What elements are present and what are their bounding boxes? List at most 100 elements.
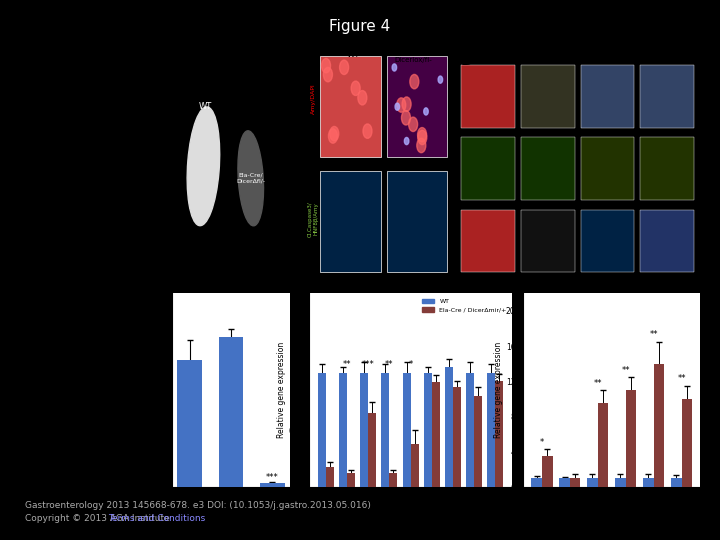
Circle shape [418, 127, 426, 142]
Bar [654, 364, 665, 487]
Legend: WT, Ela-Cre / DicerΔmir/+: WT, Ela-Cre / DicerΔmir/+ [420, 296, 509, 315]
Circle shape [402, 97, 411, 111]
Ellipse shape [187, 107, 220, 226]
Text: ***: *** [362, 360, 374, 369]
Bar [360, 373, 368, 487]
Text: Terms and Conditions: Terms and Conditions [108, 514, 205, 523]
Text: D: D [461, 53, 474, 69]
FancyBboxPatch shape [641, 65, 694, 128]
Ellipse shape [238, 131, 264, 226]
Circle shape [392, 64, 397, 71]
Bar [423, 373, 432, 487]
Text: Ela-Cre /
Dicerlozfl-: Ela-Cre / Dicerlozfl- [650, 50, 682, 60]
Circle shape [323, 68, 333, 82]
FancyBboxPatch shape [387, 171, 446, 272]
Y-axis label: Relative expression of miRNA
in Ela-Cre/DicerΔmir/+ vs WT (%): Relative expression of miRNA in Ela-Cre/… [133, 332, 147, 449]
Text: Amy/DAPI: Amy/DAPI [310, 84, 315, 114]
Circle shape [358, 91, 367, 105]
Bar [570, 478, 580, 487]
Text: P1: P1 [367, 274, 379, 284]
Bar [626, 390, 636, 487]
Bar [347, 474, 355, 487]
FancyBboxPatch shape [461, 210, 515, 272]
Text: Figure 4: Figure 4 [329, 19, 391, 34]
Bar [542, 456, 552, 487]
Circle shape [322, 58, 330, 73]
Text: *: * [408, 360, 413, 369]
FancyBboxPatch shape [521, 210, 575, 272]
Text: **: ** [678, 374, 686, 383]
Bar [390, 474, 397, 487]
Bar [643, 478, 654, 487]
Bar [531, 478, 542, 487]
Bar [368, 413, 377, 487]
Text: Ela-Cre/
DicerΔfl/-: Ela-Cre/ DicerΔfl/- [236, 173, 265, 184]
Circle shape [402, 111, 410, 125]
FancyBboxPatch shape [461, 138, 515, 200]
Bar [474, 396, 482, 487]
Bar [445, 367, 453, 487]
Bar [466, 373, 474, 487]
Y-axis label: Relative gene expression: Relative gene expression [494, 342, 503, 438]
FancyBboxPatch shape [521, 65, 575, 128]
Text: P1: P1 [572, 274, 584, 284]
Text: B: B [154, 284, 166, 299]
Text: Ela-Cre /
Dicerlox/fl-: Ela-Cre / Dicerlox/fl- [395, 50, 433, 63]
Text: **: ** [649, 330, 658, 339]
Bar [432, 382, 440, 487]
Circle shape [409, 117, 418, 132]
FancyBboxPatch shape [641, 138, 694, 200]
Circle shape [397, 98, 406, 112]
Circle shape [405, 138, 409, 145]
Bar [559, 478, 570, 487]
Text: ***: *** [266, 473, 279, 482]
FancyBboxPatch shape [580, 138, 634, 200]
Text: E: E [288, 284, 299, 299]
Text: **: ** [621, 366, 630, 375]
Bar [382, 373, 390, 487]
Bar [410, 444, 418, 487]
FancyBboxPatch shape [387, 56, 446, 157]
FancyBboxPatch shape [461, 65, 515, 128]
Bar [495, 381, 503, 487]
Bar [615, 478, 626, 487]
Circle shape [340, 60, 348, 75]
Bar [598, 403, 608, 487]
Circle shape [438, 76, 443, 83]
Text: Cl.Caspase3/
HNF8β/Amy: Cl.Caspase3/ HNF8β/Amy [307, 201, 318, 237]
Circle shape [417, 138, 426, 153]
Bar [453, 387, 461, 487]
Circle shape [418, 130, 427, 145]
Circle shape [410, 75, 419, 89]
Y-axis label: Relative gene expression: Relative gene expression [277, 342, 286, 438]
Bar [671, 478, 682, 487]
Bar [682, 399, 692, 487]
Circle shape [424, 108, 428, 115]
Circle shape [395, 103, 400, 110]
Text: Ela-Cre /
Dicerloxfl-: Ela-Cre / Dicerloxfl- [528, 50, 560, 60]
Text: A: A [178, 53, 189, 69]
Bar [587, 478, 598, 487]
Text: WT: WT [347, 50, 360, 59]
FancyBboxPatch shape [580, 210, 634, 272]
Text: WT: WT [601, 50, 613, 59]
Text: **: ** [593, 379, 602, 388]
Bar [177, 360, 202, 487]
Text: Copyright © 2013 AGA Institute: Copyright © 2013 AGA Institute [25, 514, 173, 523]
Bar [218, 337, 243, 487]
FancyBboxPatch shape [641, 210, 694, 272]
FancyBboxPatch shape [580, 65, 634, 128]
FancyBboxPatch shape [521, 138, 575, 200]
Circle shape [328, 129, 338, 143]
Bar [339, 373, 347, 487]
Text: **: ** [343, 360, 351, 369]
Circle shape [363, 124, 372, 138]
Text: *: * [540, 438, 544, 447]
Bar [402, 373, 410, 487]
FancyBboxPatch shape [320, 56, 381, 157]
Text: C: C [301, 53, 312, 69]
Circle shape [330, 126, 339, 141]
Text: Gastroenterology 2013 145668-678. e3 DOI: (10.1053/j.gastro.2013.05.016): Gastroenterology 2013 145668-678. e3 DOI… [25, 501, 371, 510]
Bar [326, 467, 334, 487]
FancyBboxPatch shape [320, 171, 381, 272]
